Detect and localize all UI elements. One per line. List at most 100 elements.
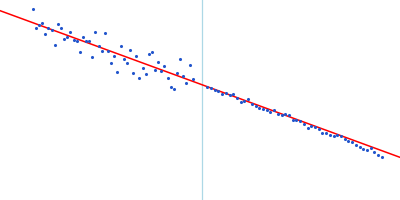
Point (67, 31, 74, 34)
Point (171, 87, 177, 90)
Point (230, 93, 236, 96)
Point (111, 54, 118, 57)
Point (252, 105, 259, 108)
Point (212, 88, 218, 91)
Point (245, 98, 251, 101)
Point (124, 62, 130, 65)
Point (290, 118, 296, 121)
Point (327, 134, 333, 137)
Point (139, 67, 146, 70)
Point (379, 155, 385, 159)
Point (130, 71, 136, 74)
Point (149, 51, 155, 54)
Point (234, 97, 240, 100)
Point (174, 71, 180, 74)
Point (33, 26, 39, 29)
Point (64, 35, 70, 38)
Point (204, 85, 210, 88)
Point (96, 44, 102, 47)
Point (48, 28, 55, 31)
Point (164, 77, 171, 80)
Point (338, 135, 344, 138)
Point (45, 27, 52, 30)
Point (282, 112, 288, 116)
Point (74, 39, 80, 42)
Point (223, 91, 229, 94)
Point (353, 144, 359, 147)
Point (61, 38, 67, 41)
Point (155, 60, 162, 64)
Point (319, 131, 326, 134)
Point (168, 85, 174, 89)
Point (42, 32, 48, 35)
Point (55, 22, 61, 25)
Point (89, 55, 96, 58)
Point (293, 119, 300, 122)
Point (301, 122, 307, 126)
Point (342, 138, 348, 141)
Point (105, 49, 111, 52)
Point (316, 128, 322, 131)
Point (360, 148, 366, 151)
Point (249, 102, 255, 106)
Point (323, 132, 329, 135)
Point (271, 108, 277, 111)
Point (114, 70, 121, 74)
Point (142, 72, 149, 75)
Point (215, 90, 222, 93)
Point (371, 150, 378, 153)
Point (120, 58, 127, 61)
Point (127, 48, 133, 51)
Point (267, 111, 274, 114)
Point (190, 78, 196, 81)
Point (186, 63, 193, 66)
Point (83, 40, 89, 43)
Point (183, 82, 190, 85)
Point (208, 86, 214, 89)
Point (308, 124, 314, 127)
Point (356, 145, 363, 148)
Point (219, 93, 225, 96)
Point (304, 127, 311, 130)
Point (226, 93, 233, 97)
Point (278, 113, 285, 116)
Point (312, 125, 318, 128)
Point (102, 31, 108, 34)
Point (136, 77, 142, 80)
Point (158, 70, 164, 73)
Point (264, 108, 270, 111)
Point (36, 23, 42, 26)
Point (345, 140, 352, 143)
Point (152, 69, 158, 72)
Point (256, 107, 262, 110)
Point (39, 21, 45, 24)
Point (80, 35, 86, 38)
Point (330, 135, 337, 138)
Point (108, 61, 114, 65)
Point (86, 40, 92, 43)
Point (117, 45, 124, 48)
Point (133, 55, 140, 58)
Point (297, 119, 303, 123)
Point (275, 112, 281, 115)
Point (161, 65, 168, 68)
Point (92, 31, 99, 34)
Point (30, 8, 36, 11)
Point (76, 50, 83, 53)
Point (349, 141, 355, 144)
Point (241, 99, 248, 102)
Point (260, 108, 266, 111)
Point (375, 154, 381, 157)
Point (238, 101, 244, 104)
Point (334, 134, 340, 137)
Point (368, 146, 374, 149)
Point (177, 57, 183, 60)
Point (52, 43, 58, 46)
Point (70, 38, 77, 41)
Point (286, 114, 292, 117)
Point (58, 27, 64, 30)
Point (98, 49, 105, 53)
Point (180, 74, 186, 77)
Point (364, 148, 370, 152)
Point (146, 52, 152, 55)
